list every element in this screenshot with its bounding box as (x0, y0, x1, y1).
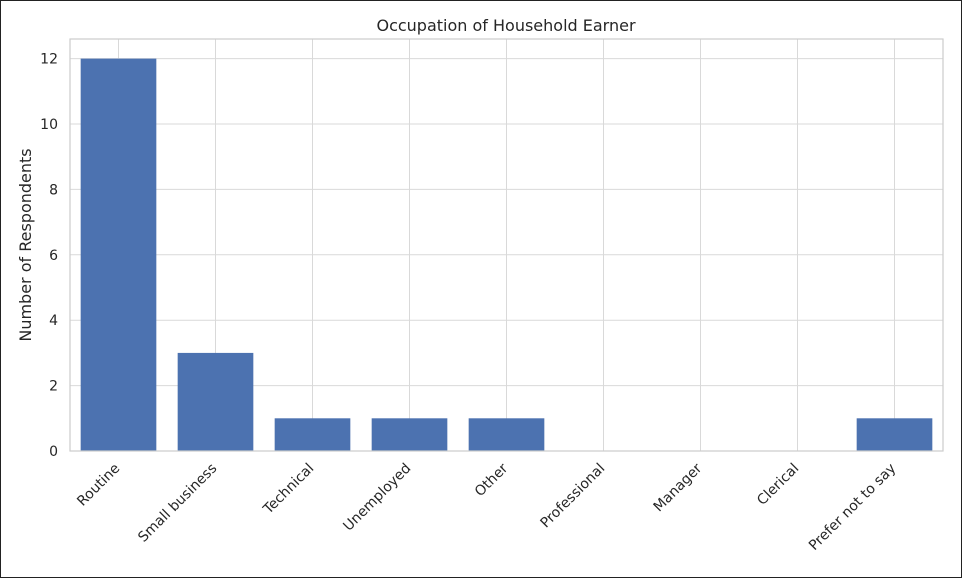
bars (80, 58, 933, 451)
y-tick-label: 8 (49, 182, 58, 198)
bar (274, 418, 351, 451)
x-tick-label: Professional (538, 461, 609, 532)
y-tick-label: 0 (49, 444, 58, 460)
y-tick-label: 6 (49, 248, 58, 264)
x-tick-label: Prefer not to say (806, 461, 899, 554)
bar (856, 418, 933, 451)
x-tick-label: Small business (135, 461, 220, 546)
x-tick-label: Clerical (754, 461, 802, 509)
y-axis-label: Number of Respondents (16, 148, 35, 341)
y-tick-label: 12 (40, 52, 58, 68)
bar (468, 418, 545, 451)
chart-title: Occupation of Household Earner (376, 16, 635, 35)
bar (80, 58, 157, 451)
grid-lines (70, 39, 943, 452)
bar (177, 352, 254, 451)
x-axis-ticks: Routine Small business Technical Unemployed… (74, 460, 899, 554)
x-tick-label: Manager (651, 460, 706, 515)
x-tick-label: Other (472, 460, 512, 500)
x-tick-label: Unemployed (340, 461, 414, 535)
plot-border (69, 38, 944, 452)
y-tick-label: 2 (49, 379, 58, 395)
x-tick-label: Routine (74, 461, 123, 510)
y-tick-label: 10 (40, 117, 58, 133)
y-tick-label: 4 (49, 313, 58, 329)
y-axis-ticks: 0 2 4 6 8 10 12 (40, 52, 58, 460)
x-tick-label: Technical (260, 461, 317, 518)
bar (371, 418, 448, 451)
